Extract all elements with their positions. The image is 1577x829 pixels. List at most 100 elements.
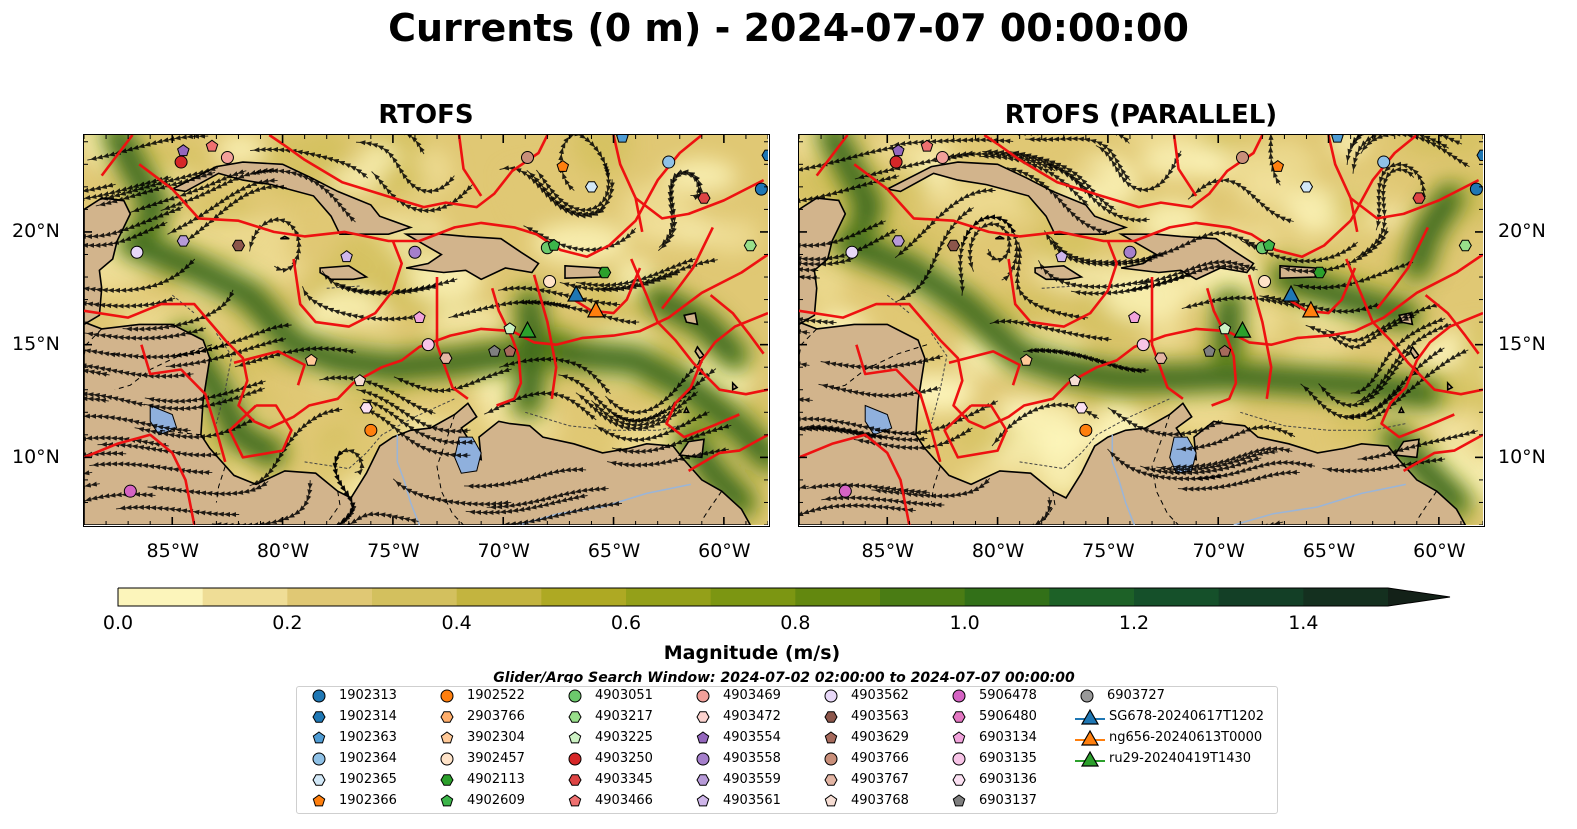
map-panel-rtofs[interactable]	[83, 134, 770, 527]
argo-float-4903766	[1235, 151, 1249, 165]
legend-marker-icon	[568, 710, 582, 723]
legend-label: 6903136	[979, 772, 1037, 787]
argo-float-6903135	[1136, 338, 1150, 352]
legend-item: 4903561	[689, 790, 781, 811]
argo-float-3902457	[1258, 275, 1272, 289]
argo-float-6903134	[1128, 310, 1141, 323]
lon-tick-label: 70°W	[1192, 540, 1245, 562]
lon-tick-label: 60°W	[698, 540, 751, 562]
argo-float-1902364	[1377, 155, 1391, 169]
legend-marker-shape	[312, 773, 326, 786]
legend-label: 1902313	[339, 688, 397, 703]
legend-item: 5906480	[945, 706, 1037, 727]
argo-float-4903768	[1068, 374, 1082, 387]
legend-item: 4903225	[561, 727, 653, 748]
legend-item: 4903767	[817, 769, 909, 790]
argo-float-3902457	[543, 275, 557, 289]
colorbar-segment	[1303, 588, 1389, 606]
colorbar-segment	[710, 588, 796, 606]
argo-float-4903767	[439, 352, 453, 364]
colorbar-extend-arrow	[1388, 588, 1450, 606]
legend-marker-shape	[824, 773, 838, 786]
legend-label: 4903554	[723, 730, 781, 745]
map-canvas-rtofs-parallel	[799, 135, 1484, 526]
legend-item: 4903217	[561, 706, 653, 727]
legend-label: 1902366	[339, 793, 397, 808]
colorbar-segment	[202, 588, 288, 606]
lat-tick-label-left: 10°N	[12, 445, 60, 468]
argo-float-5906478	[838, 484, 852, 498]
legend-marker-icon	[952, 730, 966, 743]
argo-float-1902522	[364, 423, 378, 437]
argo-float-3902304	[305, 353, 318, 366]
legend-marker-icon	[440, 773, 454, 786]
argo-float-4903563	[946, 239, 961, 252]
legend-marker-icon	[952, 773, 966, 786]
glider-ru29-20240419T1430	[518, 320, 537, 338]
argo-float-3902304	[1020, 353, 1033, 366]
legend-label: 1902364	[339, 751, 397, 766]
legend-label: 4903563	[851, 709, 909, 724]
argo-float-4903559	[176, 235, 190, 247]
legend-marker-icon	[568, 793, 582, 806]
argo-float-1902314	[1476, 149, 1483, 161]
legend-label: 4902609	[467, 793, 525, 808]
legend-label: 4903766	[851, 751, 909, 766]
legend-label: 4903768	[851, 793, 909, 808]
argo-float-4903629	[1218, 344, 1232, 357]
colorbar-segment	[880, 588, 966, 606]
legend-label: 1902365	[339, 772, 397, 787]
legend-marker-icon	[312, 730, 326, 743]
argo-float-5906478	[123, 484, 137, 498]
legend-marker-icon	[824, 689, 838, 702]
legend-marker-shape	[952, 730, 966, 743]
legend-marker-icon	[696, 752, 710, 765]
legend-item: 4903554	[689, 727, 781, 748]
legend-label: 5906478	[979, 688, 1037, 703]
legend-item: 1902363	[305, 727, 397, 748]
legend-item: 1902364	[305, 748, 397, 769]
legend-label: 4903469	[723, 688, 781, 703]
legend-marker-icon	[312, 689, 326, 702]
legend-marker-icon	[1075, 729, 1105, 746]
lon-tick-label: 85°W	[146, 540, 199, 562]
legend-marker-icon	[568, 752, 582, 765]
legend-label: 5906480	[979, 709, 1037, 724]
legend-marker-shape	[440, 730, 454, 743]
colorbar-segment	[795, 588, 881, 606]
colorbar-tick-label: 0.4	[441, 612, 472, 634]
lon-tick-label: 75°W	[1082, 540, 1135, 562]
argo-floats	[838, 135, 1483, 498]
colorbar-segment	[372, 588, 458, 606]
legend-item: 4903466	[561, 790, 653, 811]
map-canvas-rtofs	[84, 135, 769, 526]
argo-float-4903554	[177, 144, 190, 157]
map-panel-rtofs-parallel[interactable]	[798, 134, 1485, 527]
legend-item: 3902304	[433, 727, 525, 748]
legend-marker-icon	[824, 793, 838, 806]
legend-label: 4903558	[723, 751, 781, 766]
colorbar-tick-label: 0.6	[610, 612, 642, 634]
argo-float-4903629	[503, 344, 517, 357]
colorbar-segment	[456, 588, 542, 606]
legend-marker-icon	[312, 752, 326, 765]
colorbar-segment	[287, 588, 373, 606]
legend-marker-shape	[824, 710, 838, 723]
glider-SG678-20240617T1202	[567, 284, 586, 302]
legend-item: 6903727	[1073, 685, 1165, 706]
legend-marker-icon	[696, 793, 710, 806]
argo-float-1902364	[662, 155, 676, 169]
glider-ng656-20240613T0000	[586, 300, 605, 318]
legend-marker-icon	[312, 793, 326, 806]
legend-marker-icon	[696, 773, 710, 786]
legend-label: 4903466	[595, 793, 653, 808]
legend-marker-shape	[440, 689, 454, 702]
lat-tick-label-right: 15°N	[1498, 333, 1546, 356]
legend-item: 4903345	[561, 769, 653, 790]
legend-marker-icon	[824, 730, 838, 743]
legend-marker-shape	[440, 752, 454, 765]
argo-float-4903561	[1055, 250, 1068, 263]
legend-marker-shape	[440, 773, 454, 786]
argo-float-6903134	[413, 310, 426, 323]
lon-tick-label: 80°W	[971, 540, 1025, 562]
